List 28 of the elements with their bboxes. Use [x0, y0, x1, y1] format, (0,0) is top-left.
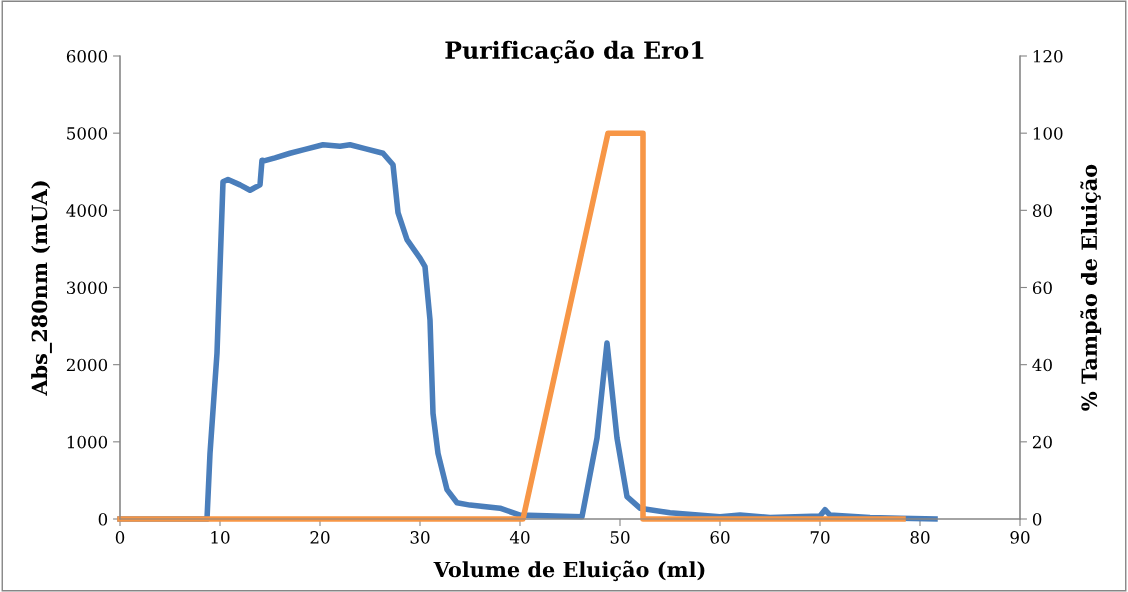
x-tick-label: 0 [115, 531, 125, 544]
y2-tick-label: 60 [1032, 281, 1052, 295]
y-tick-label: 3000 [67, 281, 108, 295]
y2-tick-label: 20 [1032, 435, 1052, 449]
x-tick-label: 90 [1010, 531, 1030, 544]
y2-tick-label: 80 [1032, 204, 1052, 217]
x-tick-label: 80 [910, 531, 930, 544]
y2-tick-label: 0 [1032, 512, 1042, 526]
y-tick-label: 4000 [66, 204, 108, 217]
y2-tick-label: 100 [1033, 127, 1063, 140]
x-tick-label: 10 [211, 531, 230, 544]
y2-tick-label: 120 [1033, 49, 1063, 63]
y-tick-label: 6000 [66, 49, 108, 63]
chart-title: Purificação da Ero1 [445, 40, 704, 64]
y-tick-label: 2000 [66, 358, 108, 372]
x-tick-label: 20 [310, 531, 330, 544]
y2-axis-title: % Tampão de Eluição [1080, 164, 1102, 411]
x-axis-title: Volume de Eluição (ml) [433, 560, 705, 582]
x-tick-label: 40 [509, 531, 530, 544]
y2-tick-label: 40 [1032, 358, 1052, 372]
x-tick-label: 60 [710, 531, 730, 544]
y-tick-label: 1000 [67, 435, 108, 449]
y-tick-label: 5000 [67, 127, 108, 140]
x-tick-label: 70 [810, 531, 830, 544]
x-tick-label: 30 [410, 531, 430, 544]
y-axis-title: Abs_280nm (mUA) [31, 181, 52, 396]
x-tick-label: 50 [610, 531, 630, 544]
y-tick-label: 0 [98, 512, 108, 526]
